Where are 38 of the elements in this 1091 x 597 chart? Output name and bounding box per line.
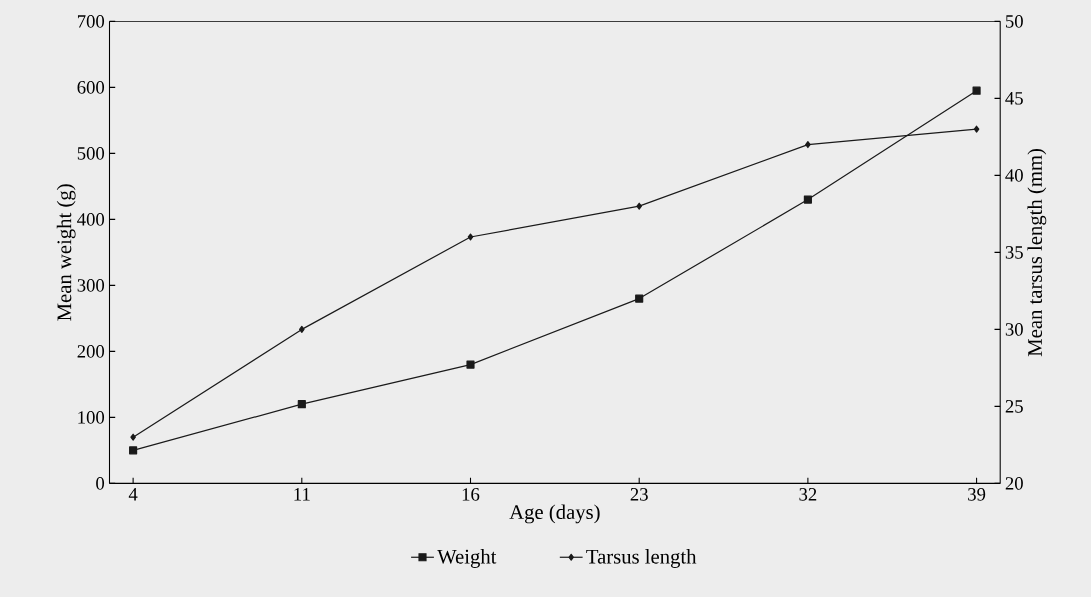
y2-axis-title: Mean tarsus length (mm) [1027, 149, 1047, 357]
y2-tick-label: 45 [1005, 92, 1023, 105]
y2-tick-label: 25 [1005, 400, 1023, 413]
point [297, 400, 306, 409]
y-tick-label: 400 [77, 213, 105, 226]
y-axis-title: Mean weight (g) [56, 184, 76, 321]
x-axis-title: Age (days) [509, 504, 600, 524]
x-tick-label: 32 [799, 488, 817, 501]
point [467, 233, 474, 241]
legend-label: Weight [437, 549, 497, 568]
x-tick-label: 23 [630, 488, 648, 501]
point [635, 294, 644, 303]
point [803, 195, 812, 204]
point [299, 325, 305, 333]
y-tick-label: 300 [77, 279, 105, 292]
point [636, 202, 642, 210]
x-tick-label: 11 [294, 488, 310, 501]
point [805, 141, 811, 149]
point [972, 86, 981, 95]
point [130, 433, 136, 441]
x-tick-label: 16 [462, 488, 480, 501]
y-tick-label: 700 [77, 15, 105, 28]
y-tick-label: 200 [77, 345, 105, 358]
y-tick-label: 500 [77, 147, 105, 160]
point [973, 125, 980, 133]
x-tick-label: 39 [968, 488, 986, 501]
y2-tick-label: 35 [1005, 246, 1023, 259]
y2-tick-label: 30 [1005, 323, 1023, 336]
y2-tick-label: 40 [1005, 169, 1023, 182]
y2-tick-label: 20 [1005, 477, 1023, 490]
point [129, 446, 138, 455]
legend-label: Tarsus length [586, 549, 697, 568]
y-tick-label: 100 [78, 411, 105, 424]
x-tick-label: 4 [128, 488, 138, 501]
y-tick-label: 0 [96, 477, 105, 490]
y-tick-label: 600 [77, 81, 105, 94]
y2-tick-label: 50 [1006, 15, 1023, 28]
point [466, 360, 475, 369]
